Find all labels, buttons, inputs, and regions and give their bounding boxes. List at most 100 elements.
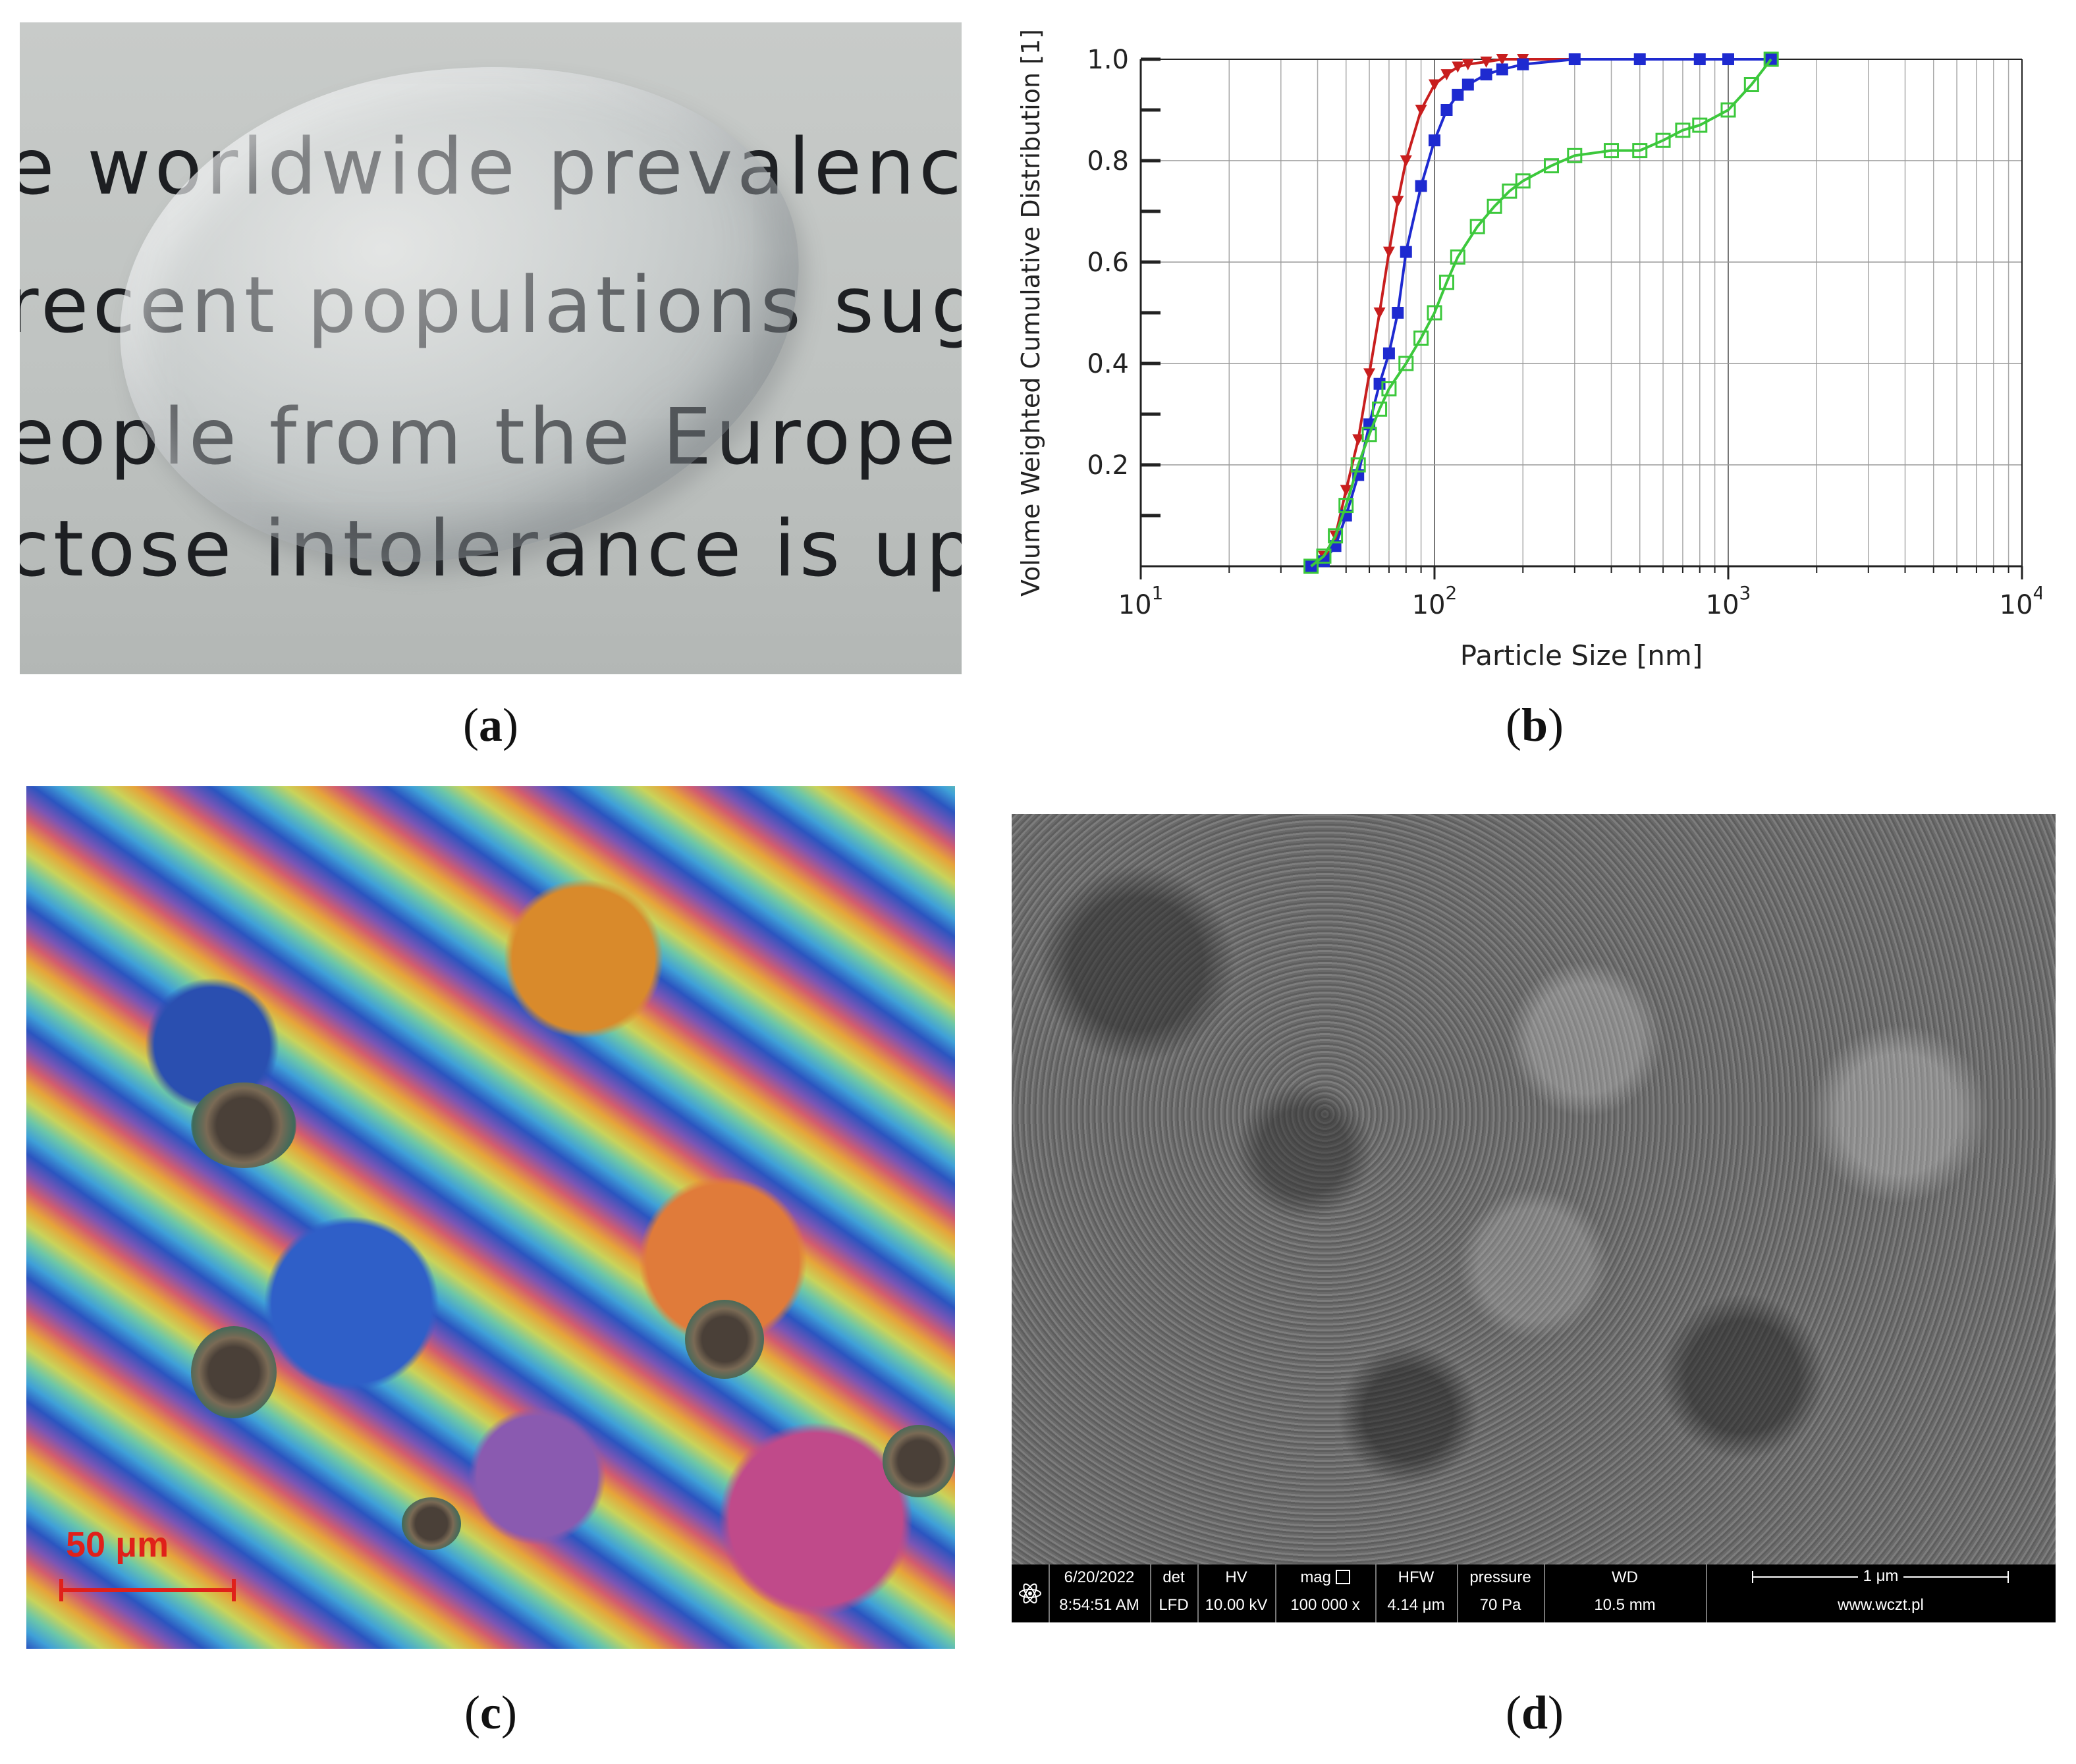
data-point — [1633, 53, 1646, 65]
sem-pressure: pressure 70 Pa — [1457, 1564, 1545, 1622]
sem-wd: WD 10.5 mm — [1544, 1564, 1707, 1622]
caption-c: (c) — [464, 1686, 517, 1739]
sem-date-time: 6/20/2022 8:54:51 AM — [1049, 1564, 1151, 1622]
data-point — [1440, 104, 1453, 116]
data-point — [1338, 498, 1354, 514]
data-point — [1316, 548, 1332, 564]
data-point — [1675, 122, 1691, 138]
x-tick-label: 103 — [1706, 582, 1751, 620]
data-point — [1452, 61, 1464, 73]
data-point — [1429, 134, 1440, 147]
surface-pit — [685, 1300, 764, 1379]
sem-det: det LFD — [1150, 1564, 1199, 1622]
caption-a: (a) — [463, 699, 518, 751]
data-point — [1692, 117, 1708, 133]
data-point — [1340, 485, 1352, 496]
y-tick-label: 0.4 — [1087, 349, 1129, 379]
data-point — [1398, 356, 1414, 371]
sem-scale: 1 μm www.wczt.pl — [1706, 1564, 2056, 1622]
surface-pit — [402, 1497, 461, 1550]
sem-hv: HV 10.00 kV — [1197, 1564, 1276, 1622]
data-point — [1496, 63, 1508, 76]
data-point — [1480, 56, 1492, 68]
data-point — [1328, 528, 1344, 544]
data-point — [1361, 427, 1377, 442]
data-point — [1381, 381, 1397, 396]
sem-info-bar: 6/20/2022 8:54:51 AM det LFD HV 10.00 kV… — [1012, 1564, 2056, 1622]
data-point — [1655, 132, 1671, 148]
caption-b: (b) — [1505, 699, 1564, 751]
data-point — [1382, 246, 1395, 258]
y-tick-label: 0.8 — [1087, 146, 1129, 176]
data-point — [1303, 558, 1319, 574]
mag-box-icon — [1335, 1570, 1350, 1584]
data-point — [1743, 77, 1759, 92]
data-point — [1722, 53, 1734, 65]
sem-micrograph — [1012, 814, 2056, 1564]
scale-bar-label: 50 μm — [66, 1525, 169, 1564]
data-point — [1480, 68, 1492, 81]
data-point — [1763, 51, 1779, 67]
x-tick-label: 102 — [1412, 582, 1458, 620]
data-point — [1543, 158, 1559, 174]
data-point — [1363, 368, 1376, 380]
data-point — [1604, 143, 1620, 159]
data-point — [1567, 147, 1583, 163]
data-point — [1720, 102, 1736, 118]
data-point — [1452, 88, 1464, 101]
sem-scale-label: 1 μm — [1857, 1567, 1904, 1585]
particle-size-chart: 0.2 0.4 0.6 0.8 1.0 101 102 103 104 Particle Size… — [1014, 26, 2042, 685]
surface-pit — [191, 1326, 277, 1418]
data-point — [1632, 143, 1648, 159]
data-point — [1372, 401, 1388, 417]
data-point — [1400, 246, 1412, 258]
sem-time: 8:54:51 AM — [1059, 1596, 1139, 1614]
data-point — [1461, 59, 1474, 70]
data-point — [1502, 183, 1517, 199]
data-point — [1515, 173, 1531, 189]
surface-pit — [191, 1082, 296, 1168]
data-point — [1350, 457, 1366, 473]
data-point — [1568, 53, 1581, 65]
y-tick-label: 1.0 — [1087, 45, 1129, 75]
sem-image-panel: 6/20/2022 8:54:51 AM det LFD HV 10.00 kV… — [1012, 814, 2056, 1622]
photo-droplet-panel: e worldwide prevalence recent population… — [20, 22, 962, 674]
sem-website: www.wczt.pl — [1838, 1596, 1924, 1614]
data-point — [1382, 347, 1395, 360]
data-point — [1352, 434, 1365, 446]
chart-svg: 0.2 0.4 0.6 0.8 1.0 101 102 103 104 Particle Size… — [1016, 29, 2042, 672]
data-point — [1469, 219, 1485, 234]
data-point — [1373, 307, 1386, 319]
y-tick-label: 0.2 — [1087, 450, 1129, 481]
data-point — [1450, 249, 1465, 265]
data-point — [1392, 307, 1404, 319]
sem-hfw: HFW 4.14 μm — [1375, 1564, 1458, 1622]
x-tick-label: 101 — [1118, 582, 1164, 620]
data-point — [1517, 58, 1529, 70]
data-point — [1496, 54, 1508, 65]
data-point — [1415, 180, 1427, 192]
data-point — [1693, 53, 1706, 65]
data-point — [1392, 196, 1404, 207]
atom-icon — [1012, 1564, 1050, 1622]
data-point — [1413, 331, 1429, 346]
y-tick-label: 0.6 — [1087, 248, 1129, 278]
x-axis-label: Particle Size [nm] — [1460, 639, 1703, 672]
data-point — [1461, 78, 1474, 91]
sem-date: 6/20/2022 — [1064, 1568, 1135, 1586]
data-point — [1487, 198, 1502, 214]
surface-pit — [883, 1425, 955, 1497]
y-axis-label: Volume Weighted Cumulative Distribution … — [1016, 29, 1045, 597]
data-point — [1427, 305, 1442, 321]
data-point — [1440, 69, 1453, 81]
data-point — [1438, 275, 1454, 290]
data-point — [1400, 155, 1412, 167]
sem-mag: mag 100 000 x — [1275, 1564, 1377, 1622]
data-point — [1429, 79, 1440, 91]
data-point — [1415, 105, 1427, 116]
caption-d: (d) — [1505, 1686, 1564, 1739]
x-tick-label: 104 — [2000, 582, 2042, 620]
scale-bar — [59, 1579, 236, 1601]
optical-profilometry-panel — [26, 786, 955, 1649]
data-point — [1373, 377, 1386, 390]
